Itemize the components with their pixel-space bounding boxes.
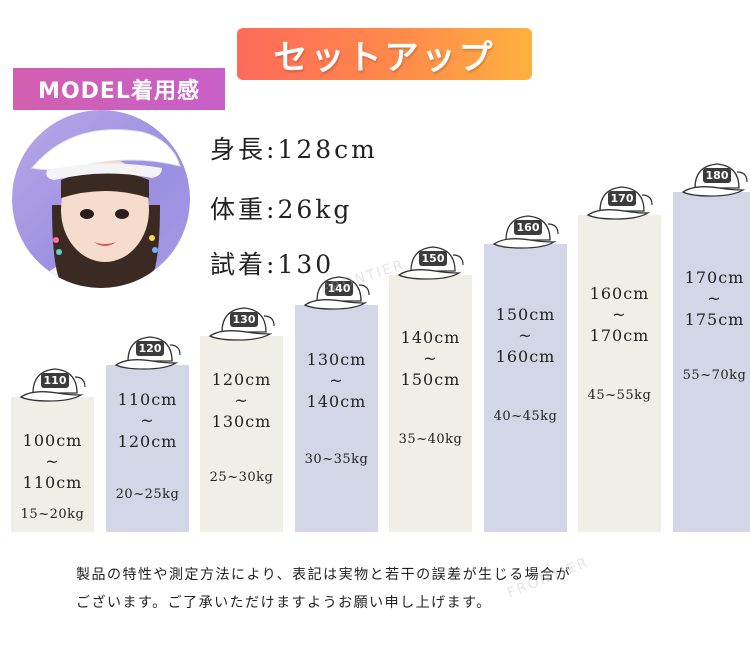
model-weight-label: 体重 xyxy=(210,195,267,224)
size-bar-130: 120cm ~130cm 25~30kg xyxy=(200,336,283,532)
size-bar-140: 130cm ~140cm 30~35kg xyxy=(295,305,378,532)
range-separator: ~ xyxy=(45,452,60,471)
cap-size-label: 130 xyxy=(232,313,256,326)
range-separator: ~ xyxy=(234,391,249,410)
height-value: 130cm xyxy=(211,412,272,431)
model-tag: MODEL着用感 xyxy=(13,68,225,110)
height-value: 170cm xyxy=(684,268,745,287)
cap-size-label: 180 xyxy=(705,169,729,182)
range-separator: ~ xyxy=(423,349,438,368)
range-separator: ~ xyxy=(707,289,722,308)
weight-range: 40~45kg xyxy=(493,409,558,424)
cap-size-label: 150 xyxy=(421,252,445,265)
weight-range: 55~70kg xyxy=(682,368,747,383)
model-size-label: 試着 xyxy=(210,250,267,279)
model-height: 身長:128cm xyxy=(210,135,378,164)
size-bar-110: 100cm ~110cm 15~20kg xyxy=(11,397,94,532)
notice-line-1: 製品の特性や測定方法により、表記は実物と若干の誤差が生じる場合が xyxy=(76,567,572,583)
height-value: 160cm xyxy=(495,347,556,366)
height-value: 130cm xyxy=(306,350,367,369)
size-bar-170: 160cm ~170cm 45~55kg xyxy=(578,215,661,532)
size-bar-160: 150cm ~160cm 40~45kg xyxy=(484,244,567,532)
height-value: 160cm xyxy=(589,284,650,303)
model-photo-icon xyxy=(31,129,181,288)
size-bar-180: 170cm ~175cm 55~70kg xyxy=(673,192,750,532)
model-tag-label: MODEL着用感 xyxy=(38,79,200,104)
cap-size-label: 110 xyxy=(43,374,67,387)
weight-range: 20~25kg xyxy=(115,487,180,502)
cap-icon: 160 xyxy=(492,212,562,252)
height-value: 110cm xyxy=(22,473,83,492)
height-value: 110cm xyxy=(117,390,178,409)
height-range: 170cm ~175cm xyxy=(673,267,750,330)
height-range: 140cm ~150cm xyxy=(389,327,472,390)
height-range: 100cm ~110cm xyxy=(11,430,94,493)
cap-icon: 170 xyxy=(586,183,656,223)
weight-range: 15~20kg xyxy=(20,507,85,522)
cap-size-label: 120 xyxy=(138,342,162,355)
notice-line-2: ございます。ご了承いただけますようお願い申し上げます。 xyxy=(76,595,492,611)
cap-icon: 120 xyxy=(114,333,184,373)
weight-range: 35~40kg xyxy=(398,432,463,447)
size-bar-120: 110cm ~120cm 20~25kg xyxy=(106,365,189,532)
height-value: 175cm xyxy=(684,310,745,329)
model-avatar xyxy=(12,110,190,288)
height-value: 140cm xyxy=(306,392,367,411)
model-size: 試着:130 xyxy=(210,250,335,279)
height-range: 110cm ~120cm xyxy=(106,389,189,452)
cap-icon: 140 xyxy=(303,273,373,313)
model-height-value: 128cm xyxy=(277,135,378,164)
height-value: 120cm xyxy=(211,370,272,389)
range-separator: ~ xyxy=(612,305,627,324)
size-bar-150: 140cm ~150cm 35~40kg xyxy=(389,275,472,532)
height-value: 150cm xyxy=(495,305,556,324)
model-weight: 体重:26kg xyxy=(210,195,353,224)
cap-icon: 150 xyxy=(397,243,467,283)
height-range: 120cm ~130cm xyxy=(200,369,283,432)
model-height-label: 身長 xyxy=(210,135,267,164)
range-separator: ~ xyxy=(518,326,533,345)
height-value: 140cm xyxy=(400,328,461,347)
title-banner: セットアップ xyxy=(237,28,532,80)
cap-icon: 130 xyxy=(208,304,278,344)
weight-range: 25~30kg xyxy=(209,470,274,485)
height-range: 150cm ~160cm xyxy=(484,304,567,367)
weight-range: 30~35kg xyxy=(304,452,369,467)
height-range: 160cm ~170cm xyxy=(578,283,661,346)
cap-icon: 110 xyxy=(19,365,89,405)
height-range: 130cm ~140cm xyxy=(295,349,378,412)
height-value: 150cm xyxy=(400,370,461,389)
range-separator: ~ xyxy=(140,411,155,430)
range-separator: ~ xyxy=(329,371,344,390)
cap-size-label: 140 xyxy=(327,282,351,295)
model-size-value: 130 xyxy=(277,250,335,279)
cap-size-label: 160 xyxy=(516,221,540,234)
weight-range: 45~55kg xyxy=(587,388,652,403)
model-weight-value: 26kg xyxy=(277,195,353,224)
height-value: 100cm xyxy=(22,431,83,450)
height-value: 120cm xyxy=(117,432,178,451)
height-value: 170cm xyxy=(589,326,650,345)
cap-icon: 180 xyxy=(681,160,750,200)
banner-title: セットアップ xyxy=(273,37,496,78)
cap-size-label: 170 xyxy=(610,192,634,205)
